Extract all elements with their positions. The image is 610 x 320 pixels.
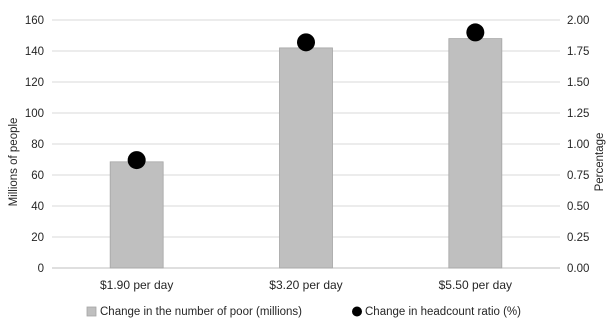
- legend-point-swatch: [352, 306, 362, 317]
- right-tick-label: 1.75: [567, 46, 589, 58]
- left-tick-label: 0: [38, 263, 44, 275]
- bar: [448, 38, 503, 269]
- left-tick-label: 120: [25, 77, 44, 89]
- bar: [109, 161, 164, 269]
- category-label: $5.50 per day: [439, 278, 512, 292]
- right-axis-ticks: 0.00 0.25 0.50 0.75 1.00 1.25 1.50 1.75 2.00: [567, 15, 589, 275]
- legend-bar-swatch: [86, 306, 97, 317]
- right-tick-label: 0.50: [567, 201, 589, 213]
- legend: Change in the number of poor (millions) …: [86, 306, 521, 318]
- legend-label-point: Change in headcount ratio (%): [365, 306, 521, 318]
- left-tick-label: 60: [31, 170, 44, 182]
- right-tick-label: 0.75: [567, 170, 589, 182]
- point-series: [127, 23, 485, 170]
- right-tick-label: 0.25: [567, 232, 589, 244]
- right-tick-label: 2.00: [567, 15, 589, 27]
- left-tick-label: 100: [25, 108, 44, 120]
- left-tick-label: 140: [25, 46, 44, 58]
- data-point: [466, 23, 485, 42]
- right-tick-label: 1.50: [567, 77, 589, 89]
- bar-series: [109, 38, 503, 269]
- left-axis-title: Millions of people: [8, 118, 20, 207]
- left-tick-label: 20: [31, 232, 44, 244]
- right-axis-title: Percentage: [594, 133, 606, 192]
- right-tick-label: 0.00: [567, 263, 589, 275]
- right-tick-label: 1.25: [567, 108, 589, 120]
- category-label: $1.90 per day: [100, 278, 173, 292]
- data-point: [297, 33, 315, 52]
- data-point: [127, 151, 146, 170]
- category-label: $3.20 per day: [269, 278, 342, 292]
- left-tick-label: 40: [31, 201, 44, 213]
- left-tick-label: 80: [31, 139, 44, 151]
- category-labels: $1.90 per day $3.20 per day $5.50 per day: [100, 278, 512, 292]
- right-tick-label: 1.00: [567, 139, 589, 151]
- left-tick-label: 160: [25, 15, 44, 27]
- bar: [279, 47, 333, 269]
- legend-label-bar: Change in the number of poor (millions): [100, 306, 302, 318]
- left-axis-ticks: 0 20 40 60 80 100 120 140 160: [25, 15, 44, 275]
